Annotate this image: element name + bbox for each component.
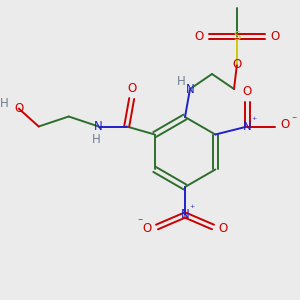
Text: O: O bbox=[142, 223, 152, 236]
Text: O: O bbox=[194, 29, 204, 43]
Text: $^-$: $^-$ bbox=[290, 114, 298, 123]
Text: O: O bbox=[232, 58, 242, 70]
Text: S: S bbox=[233, 29, 241, 43]
Text: N: N bbox=[94, 120, 103, 133]
Text: N: N bbox=[243, 120, 252, 133]
Text: H: H bbox=[177, 74, 185, 88]
Text: $^-$: $^-$ bbox=[136, 215, 144, 224]
Text: O: O bbox=[218, 223, 228, 236]
Text: O: O bbox=[281, 118, 290, 131]
Text: O: O bbox=[243, 85, 252, 98]
Text: O: O bbox=[127, 82, 136, 95]
Text: H: H bbox=[0, 97, 9, 110]
Text: N: N bbox=[181, 208, 189, 221]
Text: O: O bbox=[270, 29, 280, 43]
Text: O: O bbox=[14, 102, 23, 115]
Text: $^+$: $^+$ bbox=[250, 115, 258, 124]
Text: N: N bbox=[186, 82, 194, 95]
Text: H: H bbox=[92, 133, 101, 146]
Text: $^+$: $^+$ bbox=[188, 203, 196, 212]
